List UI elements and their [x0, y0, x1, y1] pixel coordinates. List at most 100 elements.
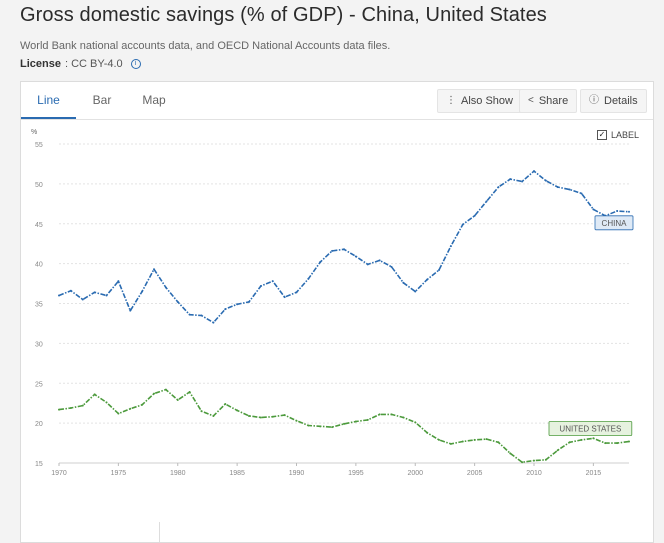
data-point: [259, 416, 262, 419]
series-label: CHINA: [602, 219, 628, 228]
license-label: License: [20, 58, 61, 70]
data-point: [354, 255, 357, 258]
data-point: [366, 418, 369, 421]
also-show-label: Also Show: [461, 95, 513, 107]
data-point: [402, 416, 405, 419]
data-point: [461, 223, 464, 226]
line-chart: 15 20 25 30 35 40 45 50 55 1970 1975 1980 1985 1990 19…: [31, 129, 634, 477]
data-point: [224, 402, 227, 405]
data-point: [628, 210, 630, 213]
data-point: [283, 414, 286, 417]
info-icon[interactable]: i: [130, 59, 141, 69]
page-subtitle: World Bank national accounts data, and O…: [20, 40, 391, 52]
data-point: [485, 438, 488, 441]
data-point: [509, 452, 512, 455]
data-point: [378, 259, 381, 262]
data-point: [580, 192, 583, 195]
data-point: [307, 424, 310, 427]
data-point: [81, 404, 84, 407]
data-point: [509, 178, 512, 181]
series-label-box: [594, 215, 634, 231]
also-show-button[interactable]: ⋮ Also Show: [437, 89, 522, 113]
footer-divider: [159, 522, 160, 542]
data-point: [283, 296, 286, 299]
series-label-box: [548, 421, 633, 436]
data-point: [117, 280, 120, 283]
data-point: [343, 422, 345, 425]
data-point: [295, 291, 298, 294]
data-point: [438, 269, 440, 272]
x-tick-label: 2015: [586, 470, 602, 477]
data-point: [485, 200, 488, 203]
data-point: [105, 294, 108, 297]
y-axis-label: %: [31, 129, 37, 136]
data-point: [497, 441, 500, 444]
data-point: [568, 188, 571, 191]
data-point: [129, 407, 132, 410]
data-point: [426, 431, 429, 434]
x-tick-label: 1970: [51, 470, 67, 477]
x-tick-label: 1990: [289, 470, 305, 477]
data-point: [390, 413, 393, 416]
data-point: [544, 179, 547, 182]
x-tick-label: 1985: [229, 470, 245, 477]
data-point: [616, 442, 619, 445]
data-point: [449, 442, 452, 445]
data-point: [141, 403, 144, 406]
data-point: [164, 286, 167, 289]
data-point: [259, 284, 262, 287]
x-tick-label: 2000: [407, 470, 423, 477]
x-tick-label: 2010: [526, 470, 542, 477]
y-tick-label: 20: [35, 421, 43, 428]
data-point: [188, 313, 191, 316]
data-point: [628, 440, 630, 443]
page-title: Gross domestic savings (% of GDP) - Chin…: [20, 4, 547, 26]
data-point: [414, 421, 417, 424]
data-point: [200, 410, 203, 413]
data-point: [81, 298, 84, 301]
y-tick-label: 35: [35, 302, 43, 309]
data-point: [497, 186, 500, 189]
data-point: [354, 420, 357, 423]
data-point: [438, 438, 440, 441]
label-checkbox[interactable]: ✓: [597, 130, 607, 140]
x-tick-label: 1975: [111, 470, 127, 477]
data-point: [604, 442, 607, 445]
data-point: [176, 300, 179, 303]
data-point: [69, 289, 72, 292]
data-point: [236, 303, 239, 306]
data-point: [378, 413, 381, 416]
details-button[interactable]: ⓘ Details: [580, 89, 647, 113]
y-tick-label: 15: [35, 461, 43, 468]
data-point: [200, 314, 203, 317]
data-point: [616, 209, 619, 212]
tab-bar[interactable]: Bar: [92, 93, 112, 107]
data-point: [271, 415, 274, 418]
data-point: [224, 308, 227, 311]
tab-map[interactable]: Map: [142, 93, 166, 107]
data-point: [248, 414, 250, 417]
x-tick-label: 2005: [467, 470, 483, 477]
data-point: [176, 398, 179, 401]
data-point: [105, 401, 108, 404]
data-point: [319, 261, 322, 264]
series-line-china: [58, 170, 630, 324]
details-label: Details: [604, 95, 638, 107]
data-point: [117, 412, 120, 415]
data-point: [533, 170, 535, 173]
data-point: [390, 265, 393, 268]
data-point: [461, 440, 464, 443]
data-point: [402, 281, 405, 284]
data-point: [69, 406, 72, 409]
tab-line[interactable]: Line: [21, 82, 76, 119]
data-point: [568, 441, 571, 444]
data-point: [141, 290, 144, 293]
x-tick-label: 1980: [170, 470, 186, 477]
data-point: [580, 438, 583, 441]
license-line: License : CC BY-4.0 i: [20, 58, 141, 70]
share-button[interactable]: < Share: [519, 89, 578, 113]
label-toggle[interactable]: ✓ LABEL: [597, 130, 639, 140]
data-point: [58, 294, 60, 297]
share-label: Share: [538, 95, 569, 107]
data-point: [319, 425, 322, 428]
